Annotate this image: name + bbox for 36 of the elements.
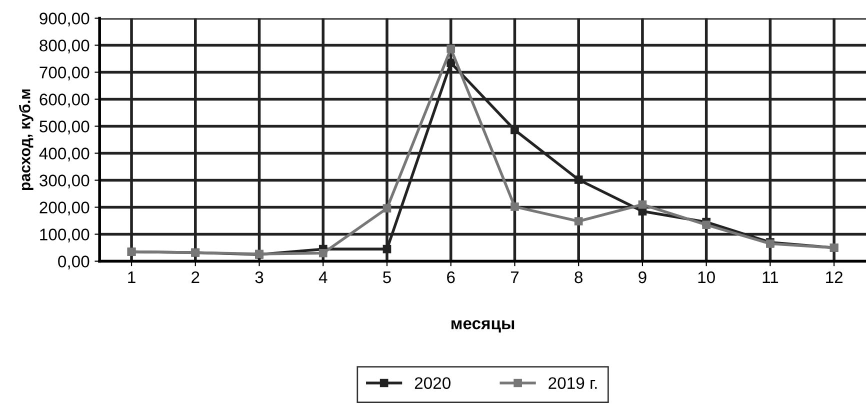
point	[574, 217, 583, 226]
y-tick-label: 100,00	[40, 228, 90, 242]
point	[510, 202, 519, 211]
y-tick-label: 600,00	[40, 94, 90, 108]
point	[382, 244, 392, 254]
x-tick-label: 3	[255, 271, 264, 284]
y-axis-title: расход, куб.м	[18, 89, 34, 190]
y-tick-label: 800,00	[40, 40, 90, 54]
point	[446, 44, 456, 53]
y-tick-label: 900,00	[40, 12, 90, 26]
x-tick-label: 1	[128, 272, 136, 284]
x-tick-label: 12	[826, 271, 842, 284]
y-tick-label: 0,00	[58, 256, 90, 270]
point	[382, 204, 392, 212]
legend-label: 2020	[414, 377, 450, 389]
x-tick-label: 7	[510, 272, 519, 284]
y-tick-label: 500,00	[40, 120, 90, 134]
point	[318, 248, 328, 258]
x-tick-label: 8	[574, 271, 583, 284]
x-tick-label: 10	[698, 271, 715, 284]
point	[446, 58, 456, 67]
point	[702, 220, 710, 229]
point	[574, 176, 583, 184]
point	[638, 200, 647, 209]
x-tick-label: 9	[638, 271, 646, 284]
x-tick-label: 6	[447, 271, 455, 284]
x-tick-label: 5	[383, 272, 391, 284]
legend-label: 2019 г.	[548, 377, 597, 389]
y-tick-label: 400,00	[39, 148, 90, 162]
y-tick-label: 200,00	[40, 202, 90, 216]
x-tick-label: 11	[762, 272, 778, 284]
x-axis-title: месяцы	[452, 320, 514, 332]
y-tick-label: 700,00	[40, 66, 90, 80]
x-tick-label: 2	[192, 271, 200, 284]
x-tick-label: 4	[318, 272, 328, 284]
y-tick-label: 300,00	[40, 174, 90, 188]
